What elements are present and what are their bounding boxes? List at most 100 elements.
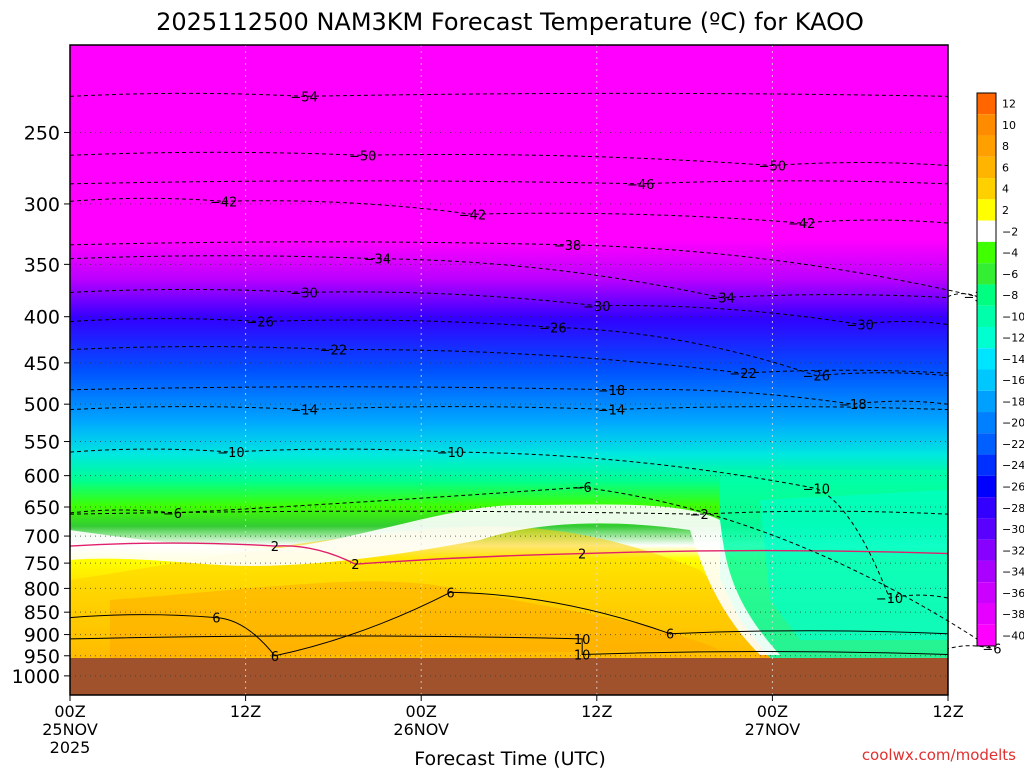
contour-label: −50 [349, 149, 376, 164]
colorbar-label: −4 [1002, 247, 1018, 260]
contour-label: −42 [788, 217, 815, 232]
colorbar-swatch [977, 93, 996, 115]
colorbar-swatch [977, 326, 996, 349]
chart-title: 2025112500 NAM3KM Forecast Temperature (… [156, 8, 864, 36]
colorbar-swatch [977, 497, 996, 519]
colorbar-swatch [977, 135, 996, 157]
colorbar-swatch [977, 263, 996, 285]
y-tick-label: 300 [24, 194, 60, 216]
freezing-band [70, 504, 780, 655]
contour-labels: −54−50−50−46−42−42−42−38−38−34−34−30−30−… [163, 90, 1002, 665]
isotherm-line [69, 406, 949, 411]
colorbar-label: 8 [1002, 140, 1009, 153]
contour-label: −26 [247, 316, 274, 331]
colorbar-label: −30 [1002, 523, 1024, 536]
x-tick-date: 25NOV [42, 720, 98, 739]
contour-label: −30 [583, 300, 610, 315]
x-tick-date: 26NOV [393, 720, 449, 739]
y-tick-label: 950 [24, 646, 60, 668]
colorbar-label: 2 [1002, 204, 1009, 217]
contour-label: −42 [459, 208, 486, 223]
contour-label: 6 [666, 628, 674, 643]
colorbar-label: −16 [1002, 374, 1024, 387]
x-tick-label: 00Z [54, 702, 85, 721]
colorbar-label: −22 [1002, 438, 1024, 451]
isotherm-line [69, 510, 949, 515]
contour-label: −6 [163, 507, 182, 522]
colorbar-label: −20 [1002, 417, 1024, 430]
contour-label: 6 [271, 650, 279, 665]
isotherm-line [69, 386, 949, 405]
contour-label: −34 [364, 253, 391, 268]
colorbar-label: −34 [1002, 566, 1024, 579]
y-tick-label: 750 [24, 553, 60, 575]
isotherm-line [69, 288, 949, 325]
y-tick-label: 250 [24, 122, 60, 144]
colorbar-swatch [977, 178, 996, 200]
isotherm-line [69, 542, 949, 565]
contour-label: 10 [574, 649, 591, 664]
contour-label: −6 [573, 481, 592, 496]
colorbar-swatch [977, 199, 996, 221]
colorbar-label: −28 [1002, 502, 1024, 515]
colorbar-swatch [977, 433, 996, 455]
contour-label: 6 [212, 612, 220, 627]
contour-label: −10 [803, 482, 830, 497]
colorbar-label: −18 [1002, 395, 1024, 408]
contour-label: −54 [290, 90, 317, 105]
y-axis: 2503003504004505005506006507007508008509… [12, 122, 70, 688]
isotherm-line [69, 346, 949, 374]
colorbar-label: −24 [1002, 459, 1024, 472]
x-tick-label: 12Z [230, 702, 261, 721]
colorbar-label: −2 [1002, 225, 1018, 238]
colorbar-swatch [977, 624, 996, 646]
contour-label: −10 [876, 592, 903, 607]
isotherm-line [69, 318, 949, 377]
y-tick-label: 900 [24, 625, 60, 647]
colorbar-swatch [977, 518, 996, 540]
x-tick-year: 2025 [50, 738, 91, 757]
colorbar-swatch [977, 603, 996, 625]
contour-label: 6 [446, 586, 454, 601]
colorbar-swatch [977, 454, 996, 476]
contour-label: 10 [574, 633, 591, 648]
contour-label: −26 [539, 321, 566, 336]
colorbar-label: −36 [1002, 587, 1024, 600]
colorbar-swatch [977, 156, 996, 179]
y-tick-label: 850 [24, 602, 60, 624]
contour-label: −18 [598, 384, 625, 399]
colorbar-label: −8 [1002, 289, 1018, 302]
x-tick-date: 27NOV [745, 720, 801, 739]
contour-label: −34 [707, 292, 734, 307]
contour-label: 2 [578, 548, 586, 563]
colorbar-frame [976, 92, 997, 647]
colorbar-label: 4 [1002, 183, 1009, 196]
isotherm-line [69, 448, 949, 599]
y-tick-label: 400 [24, 307, 60, 329]
colorbar-swatch [977, 560, 996, 583]
y-tick-label: 350 [24, 254, 60, 276]
x-tick-label: 12Z [581, 702, 612, 721]
watermark: coolwx.com/modelts [862, 746, 1016, 764]
contour-label: −26 [803, 370, 830, 385]
colorbar-label: −6 [1002, 268, 1018, 281]
plot-frame [69, 44, 949, 696]
y-tick-label: 550 [24, 432, 60, 454]
y-tick-label: 1000 [12, 666, 60, 688]
colorbar-swatch [977, 475, 996, 498]
x-tick-label: 12Z [932, 702, 963, 721]
colorbar-label: −26 [1002, 480, 1024, 493]
colorbar: 12 10 8 6 4 2 −2 −4 −6 −8 −10 −12 −14 −16 −18 −20 −22 −24… [976, 92, 1024, 647]
contour-label: −22 [729, 367, 756, 382]
x-axis-label: Forecast Time (UTC) [414, 748, 605, 768]
contour-label: −22 [320, 344, 347, 359]
contour-label: 2 [351, 558, 359, 573]
y-tick-label: 600 [24, 466, 60, 488]
contour-label: −30 [290, 286, 317, 301]
colorbar-label: −14 [1002, 353, 1024, 366]
y-tick-label: 800 [24, 578, 60, 600]
contour-label: −10 [217, 446, 244, 461]
colorbar-swatch [977, 220, 996, 242]
y-tick-label: 650 [24, 497, 60, 519]
